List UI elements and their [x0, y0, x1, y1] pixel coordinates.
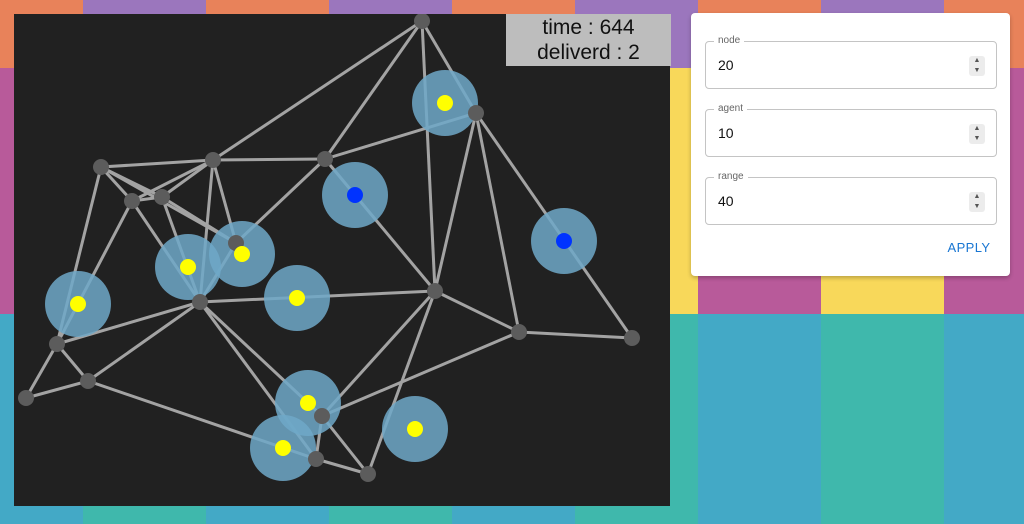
node-input[interactable]: [718, 54, 958, 76]
agent-carrying-dot: [289, 290, 305, 306]
graph-edge: [55, 343, 90, 382]
range-stepper-icon[interactable]: ▲ ▼: [969, 192, 985, 212]
background-tile: [698, 314, 821, 437]
graph-edge: [323, 20, 424, 160]
network-graph: [18, 14, 640, 482]
agent-carrying-dot: [407, 421, 423, 437]
graph-node: [624, 330, 640, 346]
graph-edge: [434, 289, 520, 334]
graph-edge: [131, 158, 214, 203]
agent-carrying-dot: [234, 246, 250, 262]
graph-edge: [56, 300, 201, 346]
range-field-label: range: [714, 171, 748, 183]
agent-field-label: agent: [714, 103, 748, 115]
graph-node: [511, 324, 527, 340]
graph-node: [192, 294, 208, 310]
graph-node: [49, 336, 65, 352]
graph-edge: [320, 289, 437, 418]
node-field-label: node: [714, 35, 745, 47]
graph-node: [360, 466, 376, 482]
agent-empty-dot: [347, 187, 363, 203]
node-stepper-icon[interactable]: ▲ ▼: [969, 56, 985, 76]
agent-input[interactable]: [718, 122, 958, 144]
graph-edge: [212, 19, 423, 162]
range-field: range ▲▼: [705, 171, 997, 225]
agent-carrying-dot: [70, 296, 86, 312]
status-overlay: time : 644 deliverd : 2: [506, 14, 671, 66]
graph-edge: [433, 112, 478, 292]
background-tile: [821, 314, 944, 437]
graph-node: [18, 390, 34, 406]
settings-panel: node ▲▼ agent ▲▼ range ▲▼ APPLY: [691, 13, 1010, 276]
graph-edge: [420, 20, 437, 292]
graph-node: [154, 189, 170, 205]
network-simulation-canvas: [14, 14, 670, 506]
apply-button[interactable]: APPLY: [939, 237, 999, 257]
background-tile: [698, 437, 821, 524]
agent-carrying-dot: [437, 95, 453, 111]
background-tile: [821, 437, 944, 524]
graph-edge: [315, 457, 369, 476]
graph-edge: [518, 330, 633, 340]
graph-node: [93, 159, 109, 175]
graph-node: [205, 152, 221, 168]
agent-carrying-dot: [180, 259, 196, 275]
graph-edge: [474, 112, 521, 333]
agent-empty-dot: [556, 233, 572, 249]
graph-edge: [25, 379, 89, 400]
delivered-readout: deliverd : 2: [537, 41, 640, 64]
agent-field: agent ▲▼: [705, 103, 997, 157]
graph-node: [314, 408, 330, 424]
graph-node: [468, 105, 484, 121]
graph-nodes: [18, 14, 640, 482]
graph-edge: [161, 158, 214, 199]
agent-carrying-dot: [275, 440, 291, 456]
background-tile: [944, 314, 1024, 437]
graph-edge: [321, 330, 520, 418]
graph-node: [317, 151, 333, 167]
time-readout: time : 644: [542, 16, 635, 39]
graph-node: [124, 193, 140, 209]
graph-edge: [212, 157, 326, 162]
graph-edge: [24, 343, 59, 399]
graph-agents: [70, 95, 572, 456]
graph-node: [414, 14, 430, 29]
graph-node: [308, 451, 324, 467]
background-tile: [944, 437, 1024, 524]
node-field: node ▲▼: [705, 35, 997, 89]
range-input[interactable]: [718, 190, 958, 212]
graph-node: [80, 373, 96, 389]
agent-carrying-dot: [300, 395, 316, 411]
graph-edge: [100, 158, 214, 169]
agent-stepper-icon[interactable]: ▲ ▼: [969, 124, 985, 144]
graph-edge: [87, 300, 201, 383]
graph-node: [427, 283, 443, 299]
